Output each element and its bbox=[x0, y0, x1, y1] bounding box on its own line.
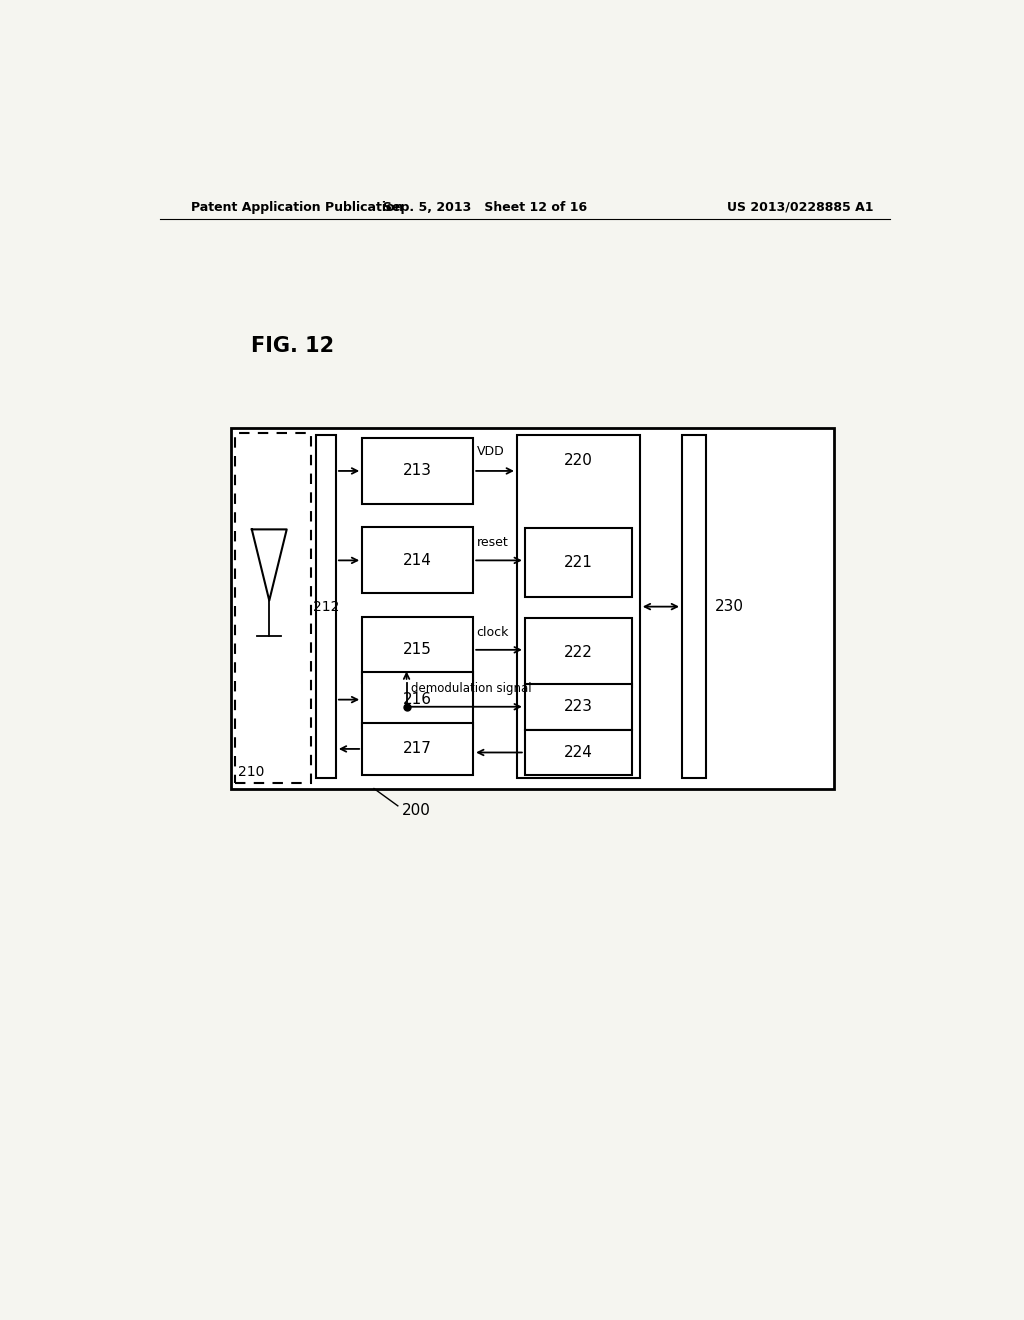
Bar bbox=[524, 730, 632, 775]
Bar bbox=[682, 434, 706, 779]
Text: reset: reset bbox=[476, 536, 508, 549]
Text: 212: 212 bbox=[312, 599, 339, 614]
Text: 230: 230 bbox=[715, 599, 744, 614]
Bar bbox=[236, 433, 310, 784]
Bar bbox=[362, 616, 473, 682]
Bar bbox=[517, 434, 640, 779]
Text: 214: 214 bbox=[403, 553, 432, 568]
Bar bbox=[524, 684, 632, 730]
Bar bbox=[524, 528, 632, 598]
Text: 223: 223 bbox=[564, 700, 593, 714]
Text: US 2013/0228885 A1: US 2013/0228885 A1 bbox=[727, 201, 873, 214]
Bar bbox=[231, 428, 835, 788]
Text: VDD: VDD bbox=[477, 445, 505, 458]
Bar bbox=[362, 438, 473, 504]
Text: 216: 216 bbox=[403, 692, 432, 708]
Text: 200: 200 bbox=[401, 804, 431, 818]
Text: 210: 210 bbox=[238, 766, 264, 779]
Text: Patent Application Publication: Patent Application Publication bbox=[191, 201, 403, 214]
Text: FIG. 12: FIG. 12 bbox=[251, 337, 334, 356]
Text: 221: 221 bbox=[564, 556, 593, 570]
Text: Sep. 5, 2013   Sheet 12 of 16: Sep. 5, 2013 Sheet 12 of 16 bbox=[383, 201, 587, 214]
Bar bbox=[362, 722, 473, 775]
Text: 220: 220 bbox=[564, 453, 593, 467]
Text: clock: clock bbox=[476, 626, 509, 639]
Text: 224: 224 bbox=[564, 744, 593, 760]
Bar bbox=[316, 434, 336, 779]
Bar bbox=[524, 618, 632, 686]
Bar bbox=[362, 672, 473, 727]
Text: 222: 222 bbox=[564, 645, 593, 660]
Text: 215: 215 bbox=[403, 643, 432, 657]
Text: 213: 213 bbox=[403, 463, 432, 478]
Text: 217: 217 bbox=[403, 742, 432, 756]
Bar bbox=[362, 528, 473, 594]
Text: demodulation signal: demodulation signal bbox=[411, 681, 531, 694]
